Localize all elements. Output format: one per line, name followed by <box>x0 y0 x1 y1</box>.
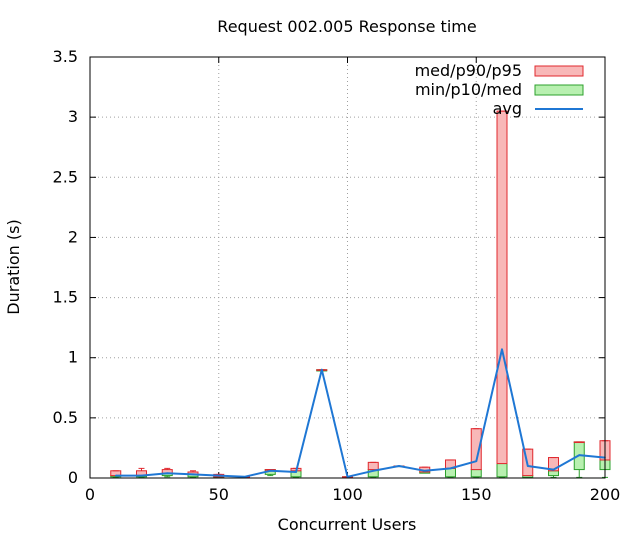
avg-point <box>192 473 194 476</box>
x-tick-label: 100 <box>332 485 363 504</box>
legend-swatch <box>534 84 584 96</box>
avg-point <box>449 467 452 470</box>
y-tick-label: 1.5 <box>53 288 78 307</box>
avg-point <box>320 368 323 371</box>
box-lower <box>496 463 508 478</box>
box-upper <box>367 461 379 471</box>
grid <box>90 57 605 478</box>
avg-line-group <box>114 348 606 478</box>
x-axis: 0 50 100 150 200 <box>85 57 620 504</box>
avg-point <box>372 469 375 472</box>
legend-label: avg <box>493 99 522 118</box>
avg-point <box>269 469 272 472</box>
avg-point <box>526 465 529 467</box>
box-lower <box>470 469 482 478</box>
avg-line <box>115 348 606 478</box>
plot-frame <box>89 56 606 479</box>
y-tick-label: 2.5 <box>53 167 78 186</box>
y-tick-label: 0.5 <box>53 408 78 427</box>
y-tick-label: 0 <box>68 468 78 487</box>
legend-swatch <box>534 65 584 77</box>
avg-point <box>243 475 246 478</box>
y-axis: 0 0.5 1 1.5 2 2.5 3 3.5 <box>53 47 605 487</box>
avg-point <box>398 465 400 467</box>
x-axis-label: Concurrent Users <box>278 515 417 534</box>
y-tick-label: 2 <box>68 227 78 246</box>
avg-point <box>501 348 503 351</box>
avg-point <box>217 474 220 477</box>
x-tick-label: 0 <box>85 485 95 504</box>
y-tick-label: 3.5 <box>53 47 78 66</box>
box-lower <box>548 470 559 477</box>
y-tick-label: 3 <box>68 107 78 126</box>
y-axis-label: Duration (s) <box>4 219 23 314</box>
legend-label: med/p90/p95 <box>415 61 522 80</box>
avg-point <box>423 469 426 472</box>
avg-point <box>295 471 297 473</box>
x-tick-label: 150 <box>461 485 492 504</box>
avg-point <box>140 474 143 477</box>
box-upper <box>496 110 508 465</box>
boxes <box>110 110 611 478</box>
avg-point <box>114 474 117 477</box>
avg-point <box>578 454 581 456</box>
avg-point <box>552 468 555 471</box>
avg-point <box>475 460 478 462</box>
avg-point <box>346 475 349 478</box>
chart-title: Request 002.005 Response time <box>217 17 476 36</box>
x-tick-label: 50 <box>209 485 229 504</box>
y-tick-label: 1 <box>68 348 78 367</box>
legend-label: min/p10/med <box>415 80 522 99</box>
x-tick-label: 200 <box>590 485 621 504</box>
avg-point <box>166 472 169 474</box>
